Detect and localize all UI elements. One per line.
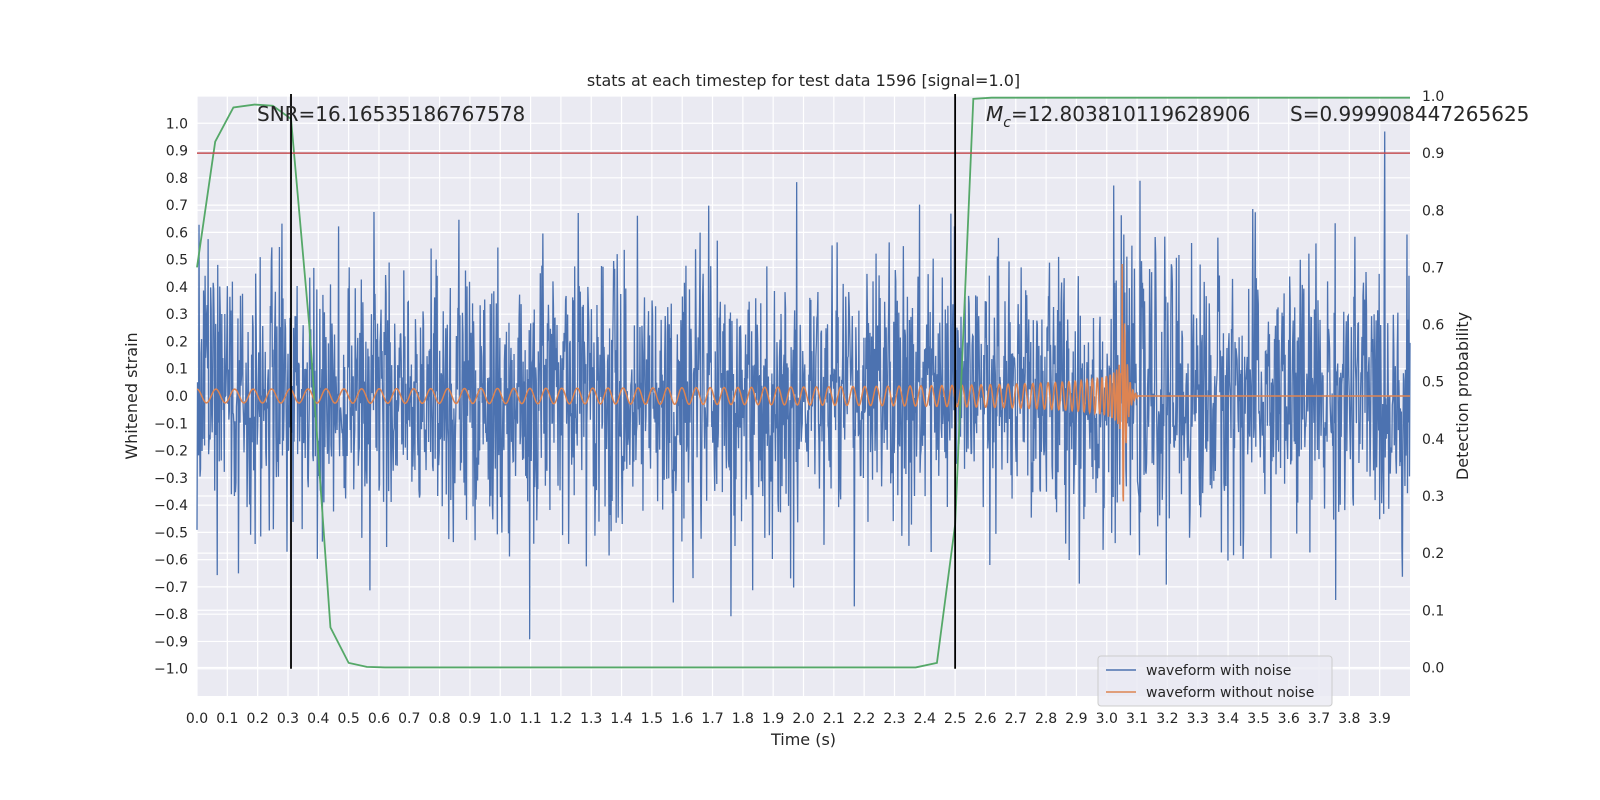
mc-value: =12.803810119628906 xyxy=(1011,102,1250,126)
x-tick-label: 1.7 xyxy=(701,711,723,727)
x-tick-label: 1.5 xyxy=(641,711,663,727)
x-tick-label: 0.9 xyxy=(459,711,481,727)
series-layer xyxy=(196,96,1411,669)
y-tick-label: −0.4 xyxy=(154,498,188,514)
x-tick-label: 3.9 xyxy=(1369,711,1391,727)
x-tick-label: 3.5 xyxy=(1247,711,1269,727)
y-tick-label: −0.6 xyxy=(154,553,188,569)
x-tick-label: 1.3 xyxy=(580,711,602,727)
x-tick-label: 1.2 xyxy=(550,711,572,727)
reference-lines xyxy=(197,94,1410,669)
chart-title: stats at each timestep for test data 159… xyxy=(587,71,1020,90)
legend-label-waveform-with-noise: waveform with noise xyxy=(1146,663,1291,679)
x-tick-label: 3.4 xyxy=(1217,711,1239,727)
y2-tick-label: 0.6 xyxy=(1422,318,1444,334)
series-detection-probability xyxy=(196,96,1410,669)
y-tick-label: −0.3 xyxy=(154,471,188,487)
s-annotation: S=0.999908447265625 xyxy=(1290,102,1529,126)
x-tick-label: 2.1 xyxy=(823,711,845,727)
x-tick-label: 2.0 xyxy=(792,711,814,727)
x-tick-label: 0.2 xyxy=(247,711,269,727)
x-tick-label: 1.9 xyxy=(762,711,784,727)
y-tick-label: 0.8 xyxy=(166,171,188,187)
y-tick-label: 0.5 xyxy=(166,253,188,269)
y-tick-label: −0.2 xyxy=(154,444,188,460)
series-waveform-with-noise xyxy=(196,131,1411,640)
x-tick-label: 0.0 xyxy=(186,711,208,727)
x-tick-label: 3.8 xyxy=(1338,711,1360,727)
y2-tick-label: 1.0 xyxy=(1422,89,1444,105)
y-tick-label: 0.4 xyxy=(166,280,188,296)
y-tick-label: −0.1 xyxy=(154,416,188,432)
y-tick-label: 0.7 xyxy=(166,198,188,214)
ticks-layer: 0.0 0.1 0.2 0.3 0.4 0.5 0.6 0.7 0.8 0.9 1.0 1.1 1.2 1… xyxy=(154,89,1444,727)
legend-box xyxy=(1097,655,1333,707)
x-tick-label: 0.8 xyxy=(428,711,450,727)
snr-annotation: SNR=16.16535186767578 xyxy=(257,102,525,126)
y-tick-label: 0.6 xyxy=(166,225,188,241)
y2-tick-label: 0.0 xyxy=(1422,660,1444,676)
mc-subscript: c xyxy=(1003,115,1011,131)
x-tick-label: 1.1 xyxy=(519,711,541,727)
x-tick-label: 0.7 xyxy=(398,711,420,727)
y-tick-label: 0.0 xyxy=(166,389,188,405)
x-tick-label: 0.1 xyxy=(216,711,238,727)
x-tick-label: 3.7 xyxy=(1308,711,1330,727)
x-tick-label: 3.1 xyxy=(1126,711,1148,727)
y-axis-label: Whitened strain xyxy=(122,332,141,459)
y2-tick-label: 0.9 xyxy=(1422,146,1444,162)
y2-tick-label: 0.4 xyxy=(1422,432,1444,448)
y-tick-label: −0.9 xyxy=(154,634,188,650)
y-tick-label: 0.1 xyxy=(166,362,188,378)
x-tick-label: 2.4 xyxy=(914,711,936,727)
x-tick-label: 3.3 xyxy=(1187,711,1209,727)
x-tick-label: 2.8 xyxy=(1035,711,1057,727)
y-tick-label: −0.5 xyxy=(154,525,188,541)
x-tick-label: 2.6 xyxy=(974,711,996,727)
y-tick-label: −0.7 xyxy=(154,580,188,596)
x-tick-label: 0.4 xyxy=(307,711,329,727)
y-tick-label: 1.0 xyxy=(166,116,188,132)
x-tick-label: 3.6 xyxy=(1278,711,1300,727)
x-axis-label: Time (s) xyxy=(770,730,836,749)
y2-tick-label: 0.2 xyxy=(1422,546,1444,562)
x-tick-label: 1.4 xyxy=(610,711,632,727)
y2-axis-label: Detection probability xyxy=(1453,312,1472,480)
x-tick-label: 1.6 xyxy=(671,711,693,727)
mc-symbol: M xyxy=(986,102,1003,126)
y-tick-label: −0.8 xyxy=(154,607,188,623)
legend-label-waveform-without-noise: waveform without noise xyxy=(1146,685,1314,701)
x-tick-label: 2.7 xyxy=(1005,711,1027,727)
y-tick-label: 0.3 xyxy=(166,307,188,323)
x-tick-label: 1.8 xyxy=(732,711,754,727)
legend: waveform with noise waveform without noi… xyxy=(1097,655,1333,707)
series-waveform-without-noise xyxy=(196,263,1410,502)
x-tick-label: 2.9 xyxy=(1065,711,1087,727)
x-tick-label: 3.2 xyxy=(1156,711,1178,727)
x-tick-label: 0.3 xyxy=(277,711,299,727)
chirp-mass-annotation: Mc=12.803810119628906 xyxy=(986,102,1250,131)
y-tick-label: 0.9 xyxy=(166,144,188,160)
y-tick-label: 0.2 xyxy=(166,334,188,350)
y2-tick-label: 0.3 xyxy=(1422,489,1444,505)
y-tick-label: −1.0 xyxy=(154,662,188,678)
y2-tick-label: 0.7 xyxy=(1422,260,1444,276)
x-tick-label: 3.0 xyxy=(1096,711,1118,727)
y2-tick-label: 0.5 xyxy=(1422,375,1444,391)
x-tick-label: 0.6 xyxy=(368,711,390,727)
x-tick-label: 0.5 xyxy=(337,711,359,727)
x-tick-label: 2.3 xyxy=(883,711,905,727)
y2-tick-label: 0.1 xyxy=(1422,603,1444,619)
x-tick-label: 2.5 xyxy=(944,711,966,727)
y2-tick-label: 0.8 xyxy=(1422,203,1444,219)
x-tick-label: 2.2 xyxy=(853,711,875,727)
x-tick-label: 1.0 xyxy=(489,711,511,727)
